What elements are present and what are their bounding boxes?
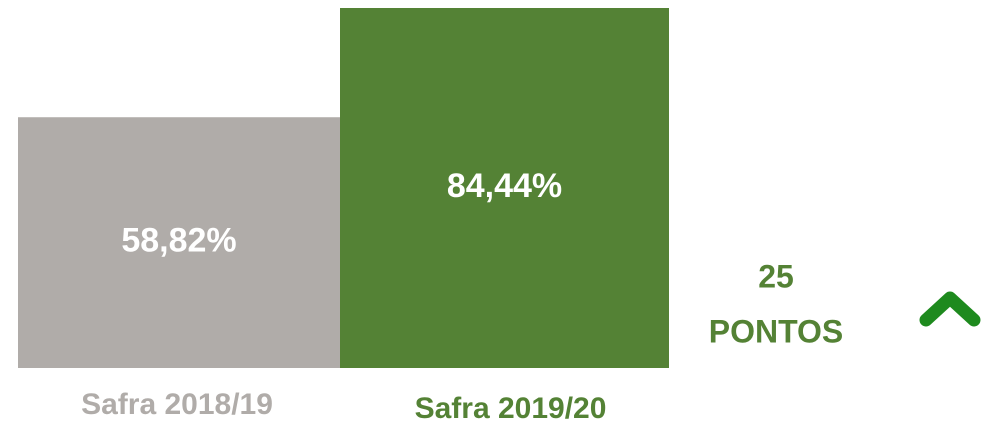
category-label: Safra 2018/19	[81, 388, 273, 421]
bar	[18, 117, 340, 369]
category-label: Safra 2019/20	[415, 392, 607, 425]
annotation-number: 25	[758, 258, 794, 294]
value-label: 58,82%	[121, 222, 236, 260]
bar	[340, 8, 669, 368]
value-label: 84,44%	[447, 167, 562, 205]
up-arrow	[919, 291, 981, 327]
annotation-text: PONTOS	[709, 313, 844, 349]
